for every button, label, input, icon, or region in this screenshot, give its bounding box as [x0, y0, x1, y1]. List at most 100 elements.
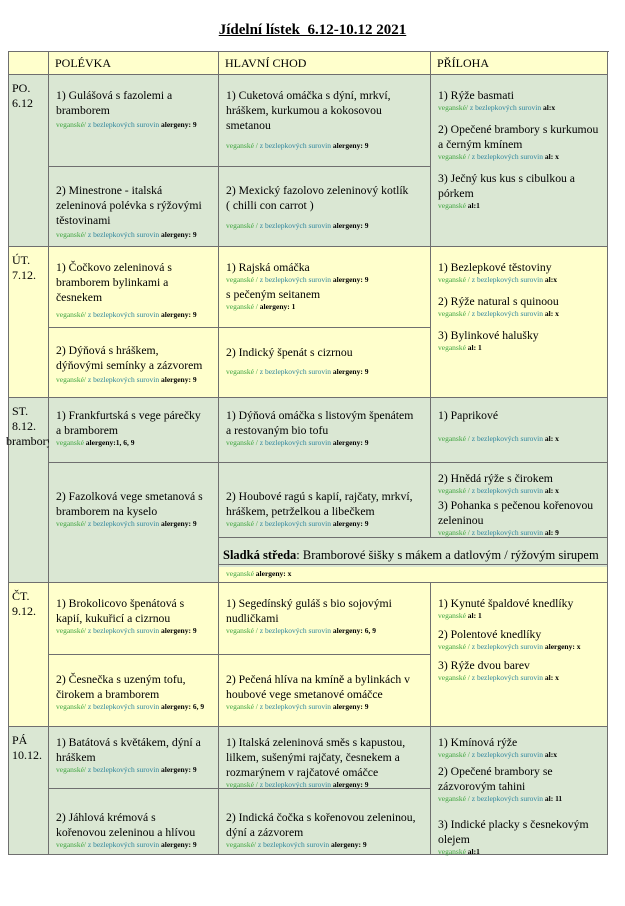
- menu-item: 2) Pečená hlíva na kmíně a bylinkách v h…: [226, 672, 427, 711]
- vegan-label: veganské /: [438, 434, 470, 443]
- vegan-label: veganské /: [226, 626, 258, 635]
- vegan-label: veganské /: [438, 528, 470, 537]
- allergen-label: al:1: [467, 847, 480, 856]
- glutenfree-label: z bezlepkových surovin: [259, 780, 331, 789]
- menu-item: 1) Bezlepkové těstoviny veganské / z bez…: [438, 260, 604, 284]
- allergen-label: alergeny: 9: [160, 765, 197, 774]
- diet-allergen-line: veganské/ z bezlepkových surovin alergen…: [56, 230, 215, 239]
- soup-cell: 2) Minestrone - italská zeleninová polév…: [49, 167, 219, 247]
- dish-name: 2) Indická čočka s kořenovou zeleninou, …: [226, 811, 416, 839]
- day-date: 6.12: [12, 96, 33, 110]
- menu-item: 1) Brokolicovo špenátová s kapií, kukuři…: [56, 596, 215, 635]
- menu-item: 2) Hnědá rýže s čirokem veganské / z bez…: [438, 471, 604, 495]
- dish-name: 2) Mexický fazolovo zeleninový kotlík ( …: [226, 184, 409, 212]
- diet-allergen-line: veganské / z bezlepkových surovin al: x: [438, 486, 604, 495]
- menu-item: 2) Jáhlová krémová s kořenovou zeleninou…: [56, 810, 215, 849]
- glutenfree-label: z bezlepkových surovin: [87, 702, 160, 711]
- day-abbr: ČT.: [12, 589, 30, 603]
- menu-row-thursday: ČT. 9.12. 1) Brokolicovo špenátová s kap…: [9, 583, 609, 727]
- allergen-label: alergeny: x: [544, 642, 581, 651]
- allergen-label: al: x: [544, 309, 559, 318]
- soup-cell: 1) Frankfurtská s vege párečky a brambor…: [49, 398, 219, 463]
- menu-row-friday: PÁ 10.12. 1) Batátová s květákem, dýní a…: [9, 727, 609, 856]
- vegan-label: veganské/: [56, 375, 86, 384]
- glutenfree-label: z bezlepkových surovin: [259, 438, 331, 447]
- side-cell: 1) Rýže basmati veganské/ z bezlepkových…: [431, 75, 608, 247]
- main-cell: 1) Dýňová omáčka s listovým špenátem a r…: [219, 398, 431, 463]
- dish-name: 1) Čočkovo zeleninová s bramborem bylink…: [56, 261, 172, 304]
- glutenfree-label: z bezlepkových surovin: [87, 840, 160, 849]
- allergen-label: al: x: [544, 434, 559, 443]
- sweet-wednesday-banner: Sladká středa: Bramborové šišky s mákem …: [219, 538, 608, 583]
- diet-allergen-line: veganské / z bezlepkových surovin al: x: [438, 152, 604, 161]
- table-header-row: POLÉVKA HLAVNÍ CHOD PŘÍLOHA: [9, 52, 609, 75]
- diet-allergen-line: veganské / z bezlepkových surovin al: 9: [438, 528, 604, 537]
- glutenfree-label: z bezlepkových surovin: [259, 141, 331, 150]
- menu-item: 3) Indické placky s česnekovým olejem ve…: [438, 817, 604, 856]
- main-cell: 2) Pečená hlíva na kmíně a bylinkách v h…: [219, 655, 431, 727]
- day-abbr: PO.: [12, 81, 31, 95]
- vegan-label: veganské/: [56, 626, 86, 635]
- diet-allergen-line: veganské / z bezlepkových surovin alerge…: [226, 519, 427, 528]
- dish-name: 1) Batátová s květákem, dýní a hráškem: [56, 736, 201, 764]
- dish-name: 1) Rajská omáčka: [226, 261, 310, 274]
- diet-allergen-line: veganské alergeny: x: [219, 567, 607, 582]
- dish-name: 3) Rýže dvou barev: [438, 659, 530, 672]
- glutenfree-label: z bezlepkových surovin: [259, 275, 331, 284]
- vegan-label: veganské /: [438, 309, 470, 318]
- diet-allergen-line: veganské / z bezlepkových surovin alerge…: [226, 438, 427, 447]
- vegan-label: veganské /: [438, 152, 470, 161]
- menu-item: 1) Italská zeleninová směs s kapustou, l…: [226, 735, 427, 789]
- glutenfree-label: z bezlepkových surovin: [471, 434, 543, 443]
- header-main: HLAVNÍ CHOD: [219, 52, 431, 75]
- menu-item: 1) Kynuté špaldové knedlíky veganské al:…: [438, 596, 604, 620]
- vegan-label: veganské: [438, 343, 466, 352]
- header-soup: POLÉVKA: [49, 52, 219, 75]
- allergen-label: al:x: [544, 750, 557, 759]
- dish-name: 1) Brokolicovo špenátová s kapií, kukuři…: [56, 597, 185, 625]
- diet-allergen-line: veganské/ z bezlepkových surovin alergen…: [226, 840, 427, 849]
- diet-allergen-line: veganské / z bezlepkových surovin alerge…: [226, 367, 427, 376]
- vegan-label: veganské /: [226, 780, 258, 789]
- dish-name: 1) Kynuté špaldové knedlíky: [438, 597, 574, 610]
- vegan-label: veganské/: [56, 519, 86, 528]
- glutenfree-label: z bezlepkových surovin: [471, 309, 543, 318]
- glutenfree-label: z bezlepkových surovin: [87, 375, 160, 384]
- allergen-label: al: x: [544, 486, 559, 495]
- diet-allergen-line: veganské / z bezlepkových surovin al: x: [438, 673, 604, 682]
- glutenfree-label: z bezlepkových surovin: [471, 794, 543, 803]
- vegan-label: veganské/: [56, 120, 86, 129]
- glutenfree-label: z bezlepkových surovin: [87, 626, 160, 635]
- allergen-label: alergeny: 9: [160, 230, 197, 239]
- menu-item: 2) Indická čočka s kořenovou zeleninou, …: [226, 810, 427, 849]
- vegan-label: veganské /: [226, 519, 258, 528]
- dish-name: 1) Dýňová omáčka s listovým špenátem a r…: [226, 409, 414, 437]
- dish-name: s pečeným seitanem: [226, 288, 321, 301]
- menu-row-tuesday: ÚT. 7.12. 1) Čočkovo zeleninová s brambo…: [9, 247, 609, 398]
- vegan-label: veganské/: [56, 702, 86, 711]
- menu-item: 3) Rýže dvou barev veganské / z bezlepko…: [438, 658, 604, 682]
- menu-item: 2) Polentové knedlíky veganské / z bezle…: [438, 627, 604, 651]
- day-date: 9.12.: [12, 604, 36, 618]
- vegan-label: veganské /: [226, 141, 258, 150]
- allergen-label: al:x: [542, 103, 556, 112]
- diet-allergen-line: veganské alergeny:1, 6, 9: [56, 438, 215, 447]
- menu-item: 1) Paprikové veganské / z bezlepkových s…: [438, 408, 604, 443]
- allergen-label: alergeny: 9: [160, 519, 197, 528]
- glutenfree-label: z bezlepkových surovin: [471, 275, 543, 284]
- menu-item: 2) Rýže natural s quinoou veganské / z b…: [438, 294, 604, 318]
- glutenfree-label: z bezlepkových surovin: [87, 310, 160, 319]
- day-date: 8.12.: [12, 419, 36, 433]
- dish-name: 3) Ječný kus kus s cibulkou a pórkem: [438, 172, 575, 200]
- menu-row-wednesday: ST. 8.12. brambory 1) Frankfurtská s veg…: [6, 398, 609, 583]
- glutenfree-label: z bezlepkových surovin: [259, 221, 331, 230]
- dish-name: 2) Minestrone - italská zeleninová polév…: [56, 184, 202, 227]
- vegan-label: veganské/: [56, 310, 86, 319]
- glutenfree-label: z bezlepkových surovin: [87, 120, 160, 129]
- menu-item: 1) Kmínová rýže veganské / z bezlepkovýc…: [438, 735, 604, 759]
- menu-table: POLÉVKA HLAVNÍ CHOD PŘÍLOHA PO. 6.12 1) …: [6, 51, 609, 856]
- menu-item: 1) Rajská omáčka veganské / z bezlepkový…: [226, 260, 427, 284]
- allergen-label: alergeny: 9: [332, 702, 369, 711]
- diet-allergen-line: veganské al: 1: [438, 611, 604, 620]
- dish-name: 2) Rýže natural s quinoou: [438, 295, 559, 308]
